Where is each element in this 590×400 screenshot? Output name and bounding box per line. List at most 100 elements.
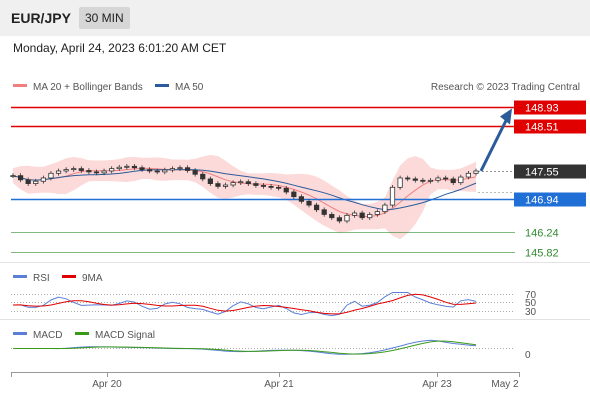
candle-body bbox=[465, 172, 472, 178]
resistance-level-tag bbox=[514, 119, 586, 134]
candle-body bbox=[101, 170, 107, 174]
candle-body bbox=[412, 178, 418, 181]
candle-body bbox=[260, 185, 267, 187]
candle-body bbox=[427, 179, 434, 182]
candle-body bbox=[473, 170, 479, 174]
candle-body bbox=[177, 167, 183, 170]
ma50-legend-swatch bbox=[155, 84, 169, 87]
forecast-arrow-head bbox=[500, 108, 512, 125]
bollinger-legend-swatch bbox=[13, 84, 27, 87]
rsi-level-70: 70 bbox=[525, 290, 537, 301]
ma50-legend-label: MA 50 bbox=[175, 82, 204, 93]
candle-body bbox=[162, 169, 168, 173]
candle-body bbox=[329, 214, 335, 219]
price-levels: 148.93 148.51 147.55 146.94 146.24 145.82 bbox=[11, 100, 586, 260]
candle-body bbox=[109, 168, 115, 172]
rsi-level-50: 50 bbox=[525, 298, 537, 309]
candle-body bbox=[268, 185, 274, 188]
candle-body bbox=[344, 214, 350, 222]
candle-body bbox=[93, 171, 100, 174]
candle-body bbox=[215, 183, 221, 187]
candle-body bbox=[17, 175, 24, 181]
candle-body bbox=[116, 166, 122, 170]
candle-body bbox=[253, 183, 259, 186]
timeframe-badge[interactable]: 30 MIN bbox=[79, 7, 130, 29]
candle-body bbox=[238, 181, 244, 184]
x-tick-label: Apr 21 bbox=[264, 379, 294, 390]
last-price-tag bbox=[514, 164, 586, 179]
candle-body bbox=[154, 170, 160, 173]
x-tick-label: Apr 20 bbox=[92, 379, 122, 390]
candle-body bbox=[389, 186, 396, 206]
candle-body bbox=[314, 204, 320, 211]
candle-body bbox=[458, 176, 464, 184]
candle-body bbox=[192, 170, 198, 175]
macd-signal-line bbox=[13, 340, 477, 355]
rsi-ma-line bbox=[12, 293, 477, 315]
forecast-arrow-shaft bbox=[479, 115, 510, 172]
macd-zero-label: 0 bbox=[525, 350, 531, 361]
candle-body bbox=[78, 168, 84, 171]
candle-body bbox=[207, 178, 213, 184]
resistance-level-label: 148.51 bbox=[525, 122, 559, 134]
ma50-line bbox=[12, 169, 477, 211]
candle-body bbox=[276, 186, 282, 189]
bollinger-band-area bbox=[13, 155, 476, 240]
rsi-legend-label: RSI bbox=[33, 273, 50, 284]
candle-body bbox=[139, 167, 145, 170]
candle-body bbox=[25, 179, 31, 184]
rsi-line bbox=[12, 292, 477, 317]
candle-body bbox=[306, 200, 312, 206]
candle-body bbox=[200, 173, 206, 180]
candle-body bbox=[351, 212, 358, 216]
candle-body bbox=[230, 182, 236, 186]
candle-body bbox=[245, 181, 251, 184]
candle-body bbox=[33, 180, 39, 184]
candle-body bbox=[435, 177, 441, 181]
candle-body bbox=[169, 168, 175, 171]
candle-body bbox=[374, 211, 380, 215]
candle-body bbox=[124, 165, 130, 168]
candle-body bbox=[63, 169, 69, 172]
x-tick-label: May 2 bbox=[491, 379, 519, 390]
candle-body bbox=[86, 170, 92, 173]
chart-datetime: Monday, April 24, 2023 6:01:20 AM CET bbox=[13, 41, 227, 55]
forecast-arrow bbox=[479, 108, 512, 172]
candle-body bbox=[397, 177, 403, 188]
candle-body bbox=[336, 217, 342, 222]
currency-pair-title: EUR/JPY bbox=[11, 10, 71, 26]
candle-body bbox=[405, 177, 411, 180]
resistance-level-label: 148.93 bbox=[525, 103, 559, 115]
candle-body bbox=[367, 214, 373, 219]
candle-body bbox=[420, 179, 426, 182]
bollinger-legend-label: MA 20 + Bollinger Bands bbox=[33, 82, 143, 93]
rsi-pane bbox=[11, 292, 515, 317]
candle-body bbox=[184, 167, 191, 171]
bollinger-band bbox=[13, 155, 476, 240]
rsi-level-30: 30 bbox=[525, 307, 537, 318]
macd-pane bbox=[11, 339, 515, 355]
pivot-level-tag bbox=[514, 192, 586, 207]
candle-body bbox=[382, 204, 388, 213]
candle-body bbox=[291, 191, 297, 198]
macd-signal-legend-swatch bbox=[75, 332, 89, 335]
macd-legend-swatch bbox=[13, 332, 27, 335]
pivot-level-label: 146.94 bbox=[525, 195, 559, 207]
candle-body bbox=[131, 165, 138, 169]
candle-body bbox=[55, 170, 62, 174]
x-tick-label: Apr 23 bbox=[422, 379, 452, 390]
candle-body bbox=[71, 168, 77, 171]
candle-body bbox=[222, 184, 229, 187]
rsi-ma-legend-label: 9MA bbox=[82, 273, 103, 284]
candle-body bbox=[450, 178, 456, 184]
chart-header: EUR/JPY 30 MIN bbox=[0, 0, 590, 36]
candle-body bbox=[147, 169, 153, 172]
candle-body bbox=[359, 212, 365, 219]
last-price-label: 147.55 bbox=[525, 167, 559, 179]
resistance-level-tag bbox=[514, 100, 586, 115]
macd-legend-label: MACD bbox=[33, 330, 62, 341]
candle-body bbox=[443, 177, 449, 180]
research-credit: Research © 2023 Trading Central bbox=[431, 82, 580, 93]
candle-body bbox=[48, 172, 54, 179]
rsi-legend-swatch bbox=[13, 275, 27, 278]
